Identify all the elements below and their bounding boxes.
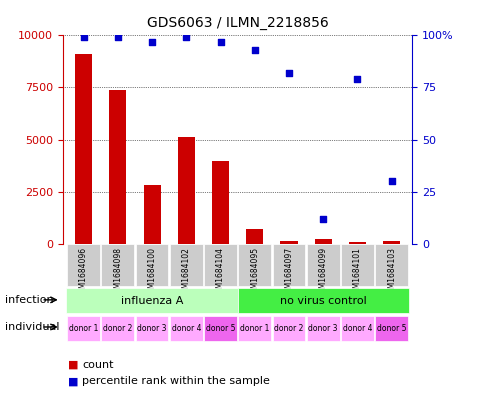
Bar bbox=[314, 239, 331, 244]
FancyBboxPatch shape bbox=[272, 316, 305, 340]
FancyBboxPatch shape bbox=[67, 316, 100, 340]
Point bbox=[353, 76, 361, 82]
Bar bbox=[109, 90, 126, 244]
FancyBboxPatch shape bbox=[340, 244, 373, 286]
Point bbox=[250, 47, 258, 53]
Text: influenza A: influenza A bbox=[121, 296, 183, 306]
Text: ■: ■ bbox=[68, 360, 78, 370]
Text: ■: ■ bbox=[68, 376, 78, 386]
Text: count: count bbox=[82, 360, 114, 370]
Point bbox=[216, 39, 224, 45]
Bar bbox=[246, 229, 263, 244]
Text: GSM1684101: GSM1684101 bbox=[352, 247, 361, 298]
Title: GDS6063 / ILMN_2218856: GDS6063 / ILMN_2218856 bbox=[147, 16, 328, 30]
FancyBboxPatch shape bbox=[66, 288, 237, 313]
Text: GSM1684103: GSM1684103 bbox=[386, 247, 395, 298]
Text: GSM1684098: GSM1684098 bbox=[113, 247, 122, 298]
Text: percentile rank within the sample: percentile rank within the sample bbox=[82, 376, 270, 386]
Point bbox=[79, 34, 87, 40]
Text: GSM1684104: GSM1684104 bbox=[215, 247, 225, 298]
FancyBboxPatch shape bbox=[204, 316, 237, 340]
FancyBboxPatch shape bbox=[272, 244, 305, 286]
Text: donor 2: donor 2 bbox=[103, 324, 132, 332]
Text: GSM1684096: GSM1684096 bbox=[79, 247, 88, 298]
Point bbox=[148, 39, 156, 45]
FancyBboxPatch shape bbox=[101, 244, 134, 286]
Bar bbox=[280, 241, 297, 244]
FancyBboxPatch shape bbox=[238, 244, 271, 286]
FancyBboxPatch shape bbox=[237, 288, 408, 313]
FancyBboxPatch shape bbox=[204, 244, 237, 286]
FancyBboxPatch shape bbox=[67, 244, 100, 286]
FancyBboxPatch shape bbox=[306, 316, 339, 340]
Text: donor 5: donor 5 bbox=[205, 324, 235, 332]
Bar bbox=[75, 54, 92, 244]
FancyBboxPatch shape bbox=[340, 316, 373, 340]
Point bbox=[387, 178, 395, 184]
Point bbox=[114, 34, 121, 40]
Text: GSM1684100: GSM1684100 bbox=[147, 247, 156, 298]
Text: individual: individual bbox=[5, 322, 59, 332]
Bar bbox=[177, 138, 195, 244]
FancyBboxPatch shape bbox=[306, 244, 339, 286]
Text: donor 3: donor 3 bbox=[137, 324, 166, 332]
FancyBboxPatch shape bbox=[375, 316, 408, 340]
Text: donor 2: donor 2 bbox=[274, 324, 303, 332]
Text: infection: infection bbox=[5, 295, 53, 305]
Bar bbox=[143, 185, 160, 244]
Bar bbox=[212, 162, 228, 244]
Text: donor 1: donor 1 bbox=[69, 324, 98, 332]
Text: donor 4: donor 4 bbox=[171, 324, 201, 332]
Text: donor 1: donor 1 bbox=[240, 324, 269, 332]
FancyBboxPatch shape bbox=[101, 316, 134, 340]
FancyBboxPatch shape bbox=[375, 244, 408, 286]
Text: donor 4: donor 4 bbox=[342, 324, 371, 332]
Text: donor 5: donor 5 bbox=[376, 324, 406, 332]
FancyBboxPatch shape bbox=[238, 316, 271, 340]
FancyBboxPatch shape bbox=[136, 244, 168, 286]
Text: GSM1684095: GSM1684095 bbox=[250, 247, 259, 298]
Point bbox=[318, 215, 326, 222]
Bar bbox=[382, 241, 399, 244]
Text: GSM1684097: GSM1684097 bbox=[284, 247, 293, 298]
FancyBboxPatch shape bbox=[136, 316, 168, 340]
FancyBboxPatch shape bbox=[169, 316, 202, 340]
Point bbox=[182, 34, 190, 40]
Text: GSM1684102: GSM1684102 bbox=[182, 247, 190, 298]
Text: GSM1684099: GSM1684099 bbox=[318, 247, 327, 298]
Bar bbox=[348, 242, 365, 244]
Text: no virus control: no virus control bbox=[279, 296, 366, 306]
FancyBboxPatch shape bbox=[169, 244, 202, 286]
Text: donor 3: donor 3 bbox=[308, 324, 337, 332]
Point bbox=[285, 70, 292, 76]
